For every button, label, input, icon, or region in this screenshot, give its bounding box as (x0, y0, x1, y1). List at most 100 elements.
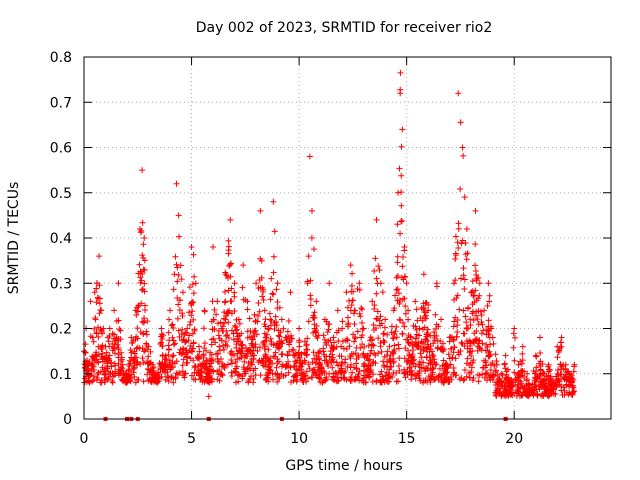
data-point (532, 370, 539, 377)
data-point (248, 373, 255, 380)
data-point (255, 313, 262, 320)
data-point (460, 265, 467, 272)
data-point (348, 374, 355, 381)
data-point (270, 291, 277, 298)
data-point (237, 349, 244, 356)
data-point (323, 374, 330, 381)
data-point (95, 324, 102, 331)
data-point (400, 254, 407, 261)
data-point (141, 348, 148, 355)
data-point (426, 354, 433, 361)
x-tick-label: 0 (80, 431, 89, 447)
data-point (274, 378, 281, 385)
data-point (111, 307, 118, 314)
data-point (139, 270, 146, 277)
data-point (140, 255, 147, 261)
data-point (303, 378, 310, 385)
data-point (351, 307, 358, 314)
data-point (268, 317, 275, 324)
data-point (316, 375, 323, 382)
data-point (87, 333, 94, 340)
data-point (249, 361, 256, 368)
data-point (293, 378, 300, 385)
data-point (517, 378, 524, 385)
data-point (348, 377, 355, 384)
data-point (524, 370, 531, 377)
data-point (118, 358, 125, 365)
data-point (143, 340, 150, 347)
data-point (473, 312, 480, 319)
data-point (429, 359, 436, 366)
data-point (471, 330, 478, 337)
data-point (226, 307, 233, 314)
data-point (404, 336, 411, 343)
data-point (345, 323, 352, 330)
y-tick-label: 0.5 (50, 186, 72, 202)
data-point (267, 355, 274, 362)
data-point (394, 272, 401, 279)
data-point (177, 262, 184, 269)
data-point (290, 373, 297, 380)
data-point (294, 357, 301, 364)
data-point (537, 363, 544, 370)
data-point (416, 358, 423, 365)
data-point (450, 364, 457, 371)
data-point (307, 296, 314, 303)
data-point (470, 292, 477, 299)
data-point (170, 352, 177, 359)
data-point (398, 189, 405, 196)
data-point (222, 298, 229, 305)
data-point (455, 244, 462, 251)
data-point (262, 334, 269, 341)
data-point (511, 325, 518, 332)
data-point (207, 355, 214, 362)
data-point (228, 360, 235, 367)
data-point (321, 357, 328, 364)
data-point (439, 362, 446, 369)
data-point (430, 365, 437, 372)
data-point (460, 152, 467, 159)
data-point (486, 334, 493, 341)
data-point (304, 335, 311, 342)
data-point (385, 372, 392, 379)
data-point (398, 202, 405, 209)
data-point (397, 230, 404, 237)
data-point (325, 326, 332, 333)
data-point (139, 219, 146, 226)
data-point (231, 293, 238, 300)
data-point (321, 351, 328, 358)
data-point (261, 307, 268, 314)
data-point (396, 300, 403, 307)
data-point (134, 325, 141, 332)
data-point (112, 337, 119, 344)
data-point (401, 323, 408, 330)
data-point (330, 334, 337, 341)
data-point (402, 310, 409, 317)
data-point (94, 294, 101, 301)
data-point (290, 347, 297, 354)
data-point (388, 329, 395, 336)
data-point (189, 330, 196, 337)
data-point (235, 371, 242, 378)
data-point (334, 307, 341, 314)
data-point (138, 227, 145, 234)
data-point (275, 332, 282, 339)
data-point (154, 378, 161, 385)
data-point (158, 331, 165, 338)
data-point (225, 361, 232, 368)
data-point (339, 318, 346, 325)
data-point (285, 369, 292, 376)
data-point (334, 362, 341, 369)
data-point (314, 335, 321, 342)
data-point (307, 277, 314, 284)
data-point (459, 340, 466, 347)
data-point (550, 386, 557, 393)
y-tick-label: 0.7 (50, 95, 72, 111)
data-point (253, 280, 260, 287)
data-point (492, 391, 499, 398)
data-point (373, 377, 380, 384)
data-point (400, 276, 407, 283)
data-point (391, 346, 398, 353)
data-point (105, 376, 112, 383)
data-point (243, 344, 250, 351)
